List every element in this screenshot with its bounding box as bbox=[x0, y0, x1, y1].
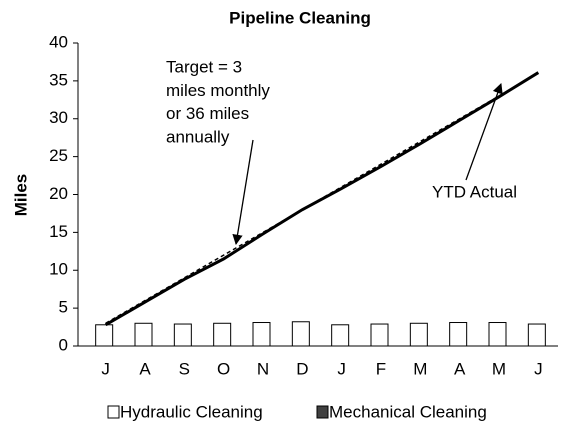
line bbox=[104, 71, 540, 327]
chart-title: Pipeline Cleaning bbox=[229, 8, 371, 27]
annotation-arrow bbox=[232, 139, 254, 246]
annotation: YTD Actual bbox=[432, 182, 517, 201]
legend-swatch bbox=[316, 405, 329, 419]
y-tick-label: 30 bbox=[49, 108, 68, 127]
bar bbox=[252, 322, 271, 347]
x-tick-label: A bbox=[454, 359, 466, 378]
legend-swatch bbox=[107, 405, 120, 419]
y-tick-label: 40 bbox=[49, 32, 68, 51]
bar bbox=[213, 322, 232, 347]
bar bbox=[95, 324, 114, 347]
y-tick-label: 35 bbox=[49, 70, 68, 89]
bar bbox=[291, 321, 310, 347]
bar bbox=[449, 322, 468, 347]
x-tick-label: M bbox=[492, 359, 506, 378]
x-tick-label: N bbox=[257, 359, 269, 378]
y-tick-label: 25 bbox=[49, 146, 68, 165]
annotation: annually bbox=[166, 127, 230, 146]
annotation: Target = 3 bbox=[166, 57, 242, 76]
bar bbox=[331, 324, 350, 347]
legend-label: Mechanical Cleaning bbox=[329, 402, 487, 421]
x-tick-label: J bbox=[534, 359, 543, 378]
y-tick-label: 5 bbox=[59, 298, 68, 317]
x-tick-label: D bbox=[296, 359, 308, 378]
x-tick-label: M bbox=[413, 359, 427, 378]
bar bbox=[527, 323, 546, 347]
x-tick-label: O bbox=[217, 359, 230, 378]
bar bbox=[173, 323, 192, 347]
bar bbox=[134, 322, 153, 347]
bar bbox=[409, 322, 428, 347]
x-tick-label: S bbox=[179, 359, 190, 378]
y-tick-label: 15 bbox=[49, 222, 68, 241]
y-tick-label: 20 bbox=[49, 184, 68, 203]
annotation: miles monthly bbox=[166, 81, 270, 100]
x-tick-label: J bbox=[101, 359, 110, 378]
x-tick-label: A bbox=[139, 359, 151, 378]
x-tick-label: F bbox=[376, 359, 386, 378]
annotation: or 36 miles bbox=[166, 104, 249, 123]
x-tick-label: J bbox=[337, 359, 346, 378]
y-axis-label: Miles bbox=[11, 174, 30, 217]
legend-label: Hydraulic Cleaning bbox=[120, 402, 263, 421]
bar bbox=[370, 323, 389, 347]
bar bbox=[488, 322, 507, 347]
y-tick-label: 10 bbox=[49, 260, 68, 279]
y-tick-label: 0 bbox=[59, 335, 68, 354]
